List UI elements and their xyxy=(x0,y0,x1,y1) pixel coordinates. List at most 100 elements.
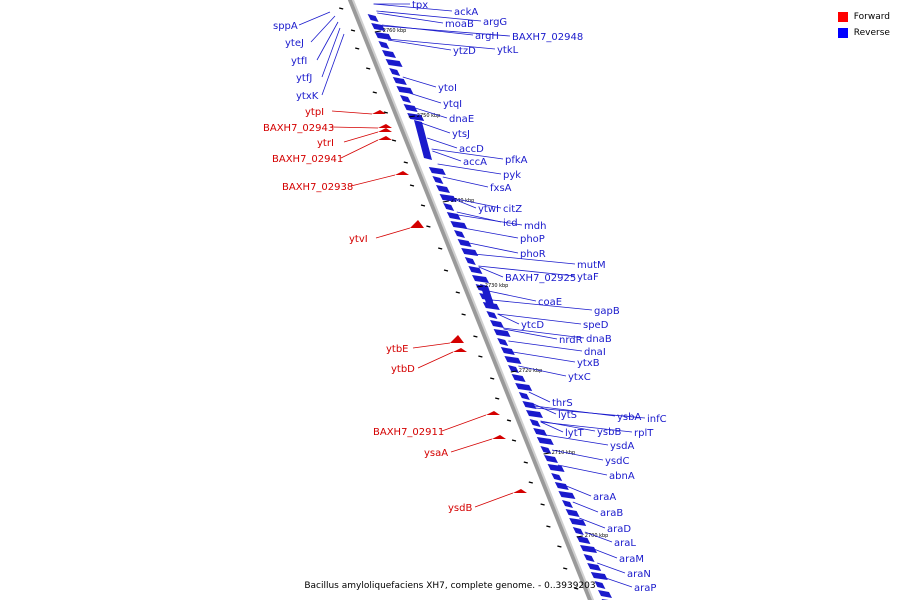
forward-gene-label-baxh7-02943: BAXH7_02943 xyxy=(263,123,334,134)
reverse-gene-leader-accd xyxy=(427,137,458,149)
strand-marker xyxy=(409,184,415,187)
scale-tick-label: 2760 kbp xyxy=(383,28,407,34)
reverse-gene-label-dnab: dnaB xyxy=(586,334,612,345)
forward-gene-block-baxh7-02911 xyxy=(486,411,500,415)
strand-marker xyxy=(455,291,460,294)
legend-swatch-forward xyxy=(837,12,848,22)
strand-marker xyxy=(438,247,443,250)
forward-gene-leader-ysdb xyxy=(474,492,514,508)
strand-marker xyxy=(563,567,568,570)
reverse-gene-label-pfka: pfkA xyxy=(505,155,528,166)
reverse-gene-label-ytzd: ytzD xyxy=(453,46,476,57)
reverse-gene-label-sped: speD xyxy=(583,320,609,331)
legend-swatch-reverse xyxy=(837,28,848,38)
reverse-gene-block xyxy=(547,464,565,472)
reverse-gene-label-acka: ackA xyxy=(454,7,478,18)
strand-marker xyxy=(574,587,579,590)
forward-gene-label-ytvi: ytvI xyxy=(349,234,368,245)
reverse-gene-leader-aral xyxy=(584,531,613,543)
scale-tick-label: 2730 kbp xyxy=(485,283,509,289)
strand-marker xyxy=(511,439,517,442)
scale-tick xyxy=(408,115,415,118)
reverse-gene-leader-ytxk xyxy=(321,33,345,96)
reverse-gene-leader-ytfj xyxy=(321,27,341,78)
reverse-gene-label-accd: accD xyxy=(459,144,484,155)
legend-label-reverse: Reverse xyxy=(853,28,890,38)
reverse-gene-block xyxy=(480,284,495,308)
reverse-gene-label-ytoi: ytoI xyxy=(438,83,457,94)
reverse-gene-block xyxy=(428,167,446,175)
reverse-gene-label-ysbb: ysbB xyxy=(597,427,621,438)
reverse-gene-leader-phor xyxy=(469,242,519,254)
forward-gene-leader-ytri xyxy=(343,131,379,143)
forward-gene-label-ytbe: ytbE xyxy=(386,344,409,355)
reverse-gene-block xyxy=(594,581,606,589)
reverse-gene-label-ytfi: ytfI xyxy=(291,56,307,67)
reverse-gene-label-acca: accA xyxy=(463,157,487,168)
reverse-gene-block xyxy=(454,230,465,238)
forward-gene-leader-ytbd xyxy=(417,351,454,369)
reverse-gene-block xyxy=(536,437,554,445)
reverse-gene-label-ytxk: ytxK xyxy=(296,91,319,102)
reverse-gene-leader-mutm xyxy=(473,253,576,265)
reverse-gene-block xyxy=(572,527,584,535)
scale-tick-label: 2750 kbp xyxy=(417,113,441,119)
reverse-gene-leader-baxh7-02948 xyxy=(382,25,511,37)
strand-marker xyxy=(366,67,371,70)
reverse-gene-leader-coae xyxy=(488,290,537,302)
reverse-gene-leader-arad xyxy=(579,517,606,529)
reverse-gene-label-ytfj: ytfJ xyxy=(296,73,312,84)
reverse-gene-label-phor: phoR xyxy=(520,249,546,260)
reverse-gene-leader-ytsj xyxy=(421,122,451,134)
reverse-gene-leader-sppa xyxy=(298,11,331,26)
reverse-gene-leader-ytej xyxy=(310,15,336,43)
reverse-gene-leader-thrs xyxy=(528,391,551,403)
forward-gene-leader-baxh7-02938 xyxy=(350,174,396,187)
reverse-gene-label-argg: argG xyxy=(483,17,507,28)
reverse-gene-label-ytsj: ytsJ xyxy=(452,129,470,140)
reverse-gene-label-pyk: pyk xyxy=(503,170,521,181)
reverse-gene-block xyxy=(558,491,576,499)
reverse-gene-block xyxy=(583,554,595,562)
forward-gene-leader-ysaa xyxy=(450,438,493,453)
reverse-gene-leader-ytzd xyxy=(387,39,452,51)
reverse-gene-label-araa: araA xyxy=(593,492,616,503)
reverse-gene-block xyxy=(576,536,591,544)
reverse-gene-label-mdh: mdh xyxy=(524,221,546,232)
forward-gene-label-ytri: ytrI xyxy=(317,138,334,149)
reverse-gene-block xyxy=(450,221,468,229)
reverse-gene-label-ytxb: ytxB xyxy=(577,358,600,369)
reverse-gene-label-mutm: mutM xyxy=(577,260,606,271)
scale-tick xyxy=(576,535,583,538)
forward-gene-leader-ytvi xyxy=(375,227,411,239)
forward-gene-block-ytpi xyxy=(372,110,386,114)
reverse-gene-block xyxy=(385,59,403,67)
backbone-line xyxy=(347,0,593,600)
forward-gene-block-ytbd xyxy=(453,348,467,352)
reverse-gene-block xyxy=(515,383,533,391)
reverse-gene-label-coae: coaE xyxy=(538,297,562,308)
legend: Forward Reverse xyxy=(837,9,890,41)
reverse-gene-block xyxy=(562,500,573,508)
forward-gene-block-ysaa xyxy=(492,435,506,439)
reverse-gene-leader-aram xyxy=(591,547,618,559)
strand-marker xyxy=(461,313,466,316)
strand-marker xyxy=(350,29,356,32)
reverse-gene-leader-phop xyxy=(463,227,519,239)
reverse-gene-block xyxy=(544,455,558,463)
reverse-gene-leader-infc xyxy=(535,407,646,419)
reverse-gene-label-ytqi: ytqI xyxy=(443,99,462,110)
scale-tick-label: 2740 kbp xyxy=(451,198,475,204)
reverse-gene-leader-pfka xyxy=(431,148,504,160)
reverse-gene-leader-ytfi xyxy=(316,21,339,61)
reverse-gene-label-ytxc: ytxC xyxy=(568,372,591,383)
forward-gene-leader-ytpi xyxy=(331,110,373,115)
reverse-gene-label-moab: moaB xyxy=(445,19,474,30)
scale-tick xyxy=(543,452,550,455)
reverse-gene-block xyxy=(493,329,511,337)
strand-marker xyxy=(443,269,449,272)
legend-item-forward: Forward xyxy=(837,9,890,25)
reverse-gene-label-ysdc: ysdC xyxy=(605,456,629,467)
reverse-gene-label-lytt: lytT xyxy=(565,428,585,439)
